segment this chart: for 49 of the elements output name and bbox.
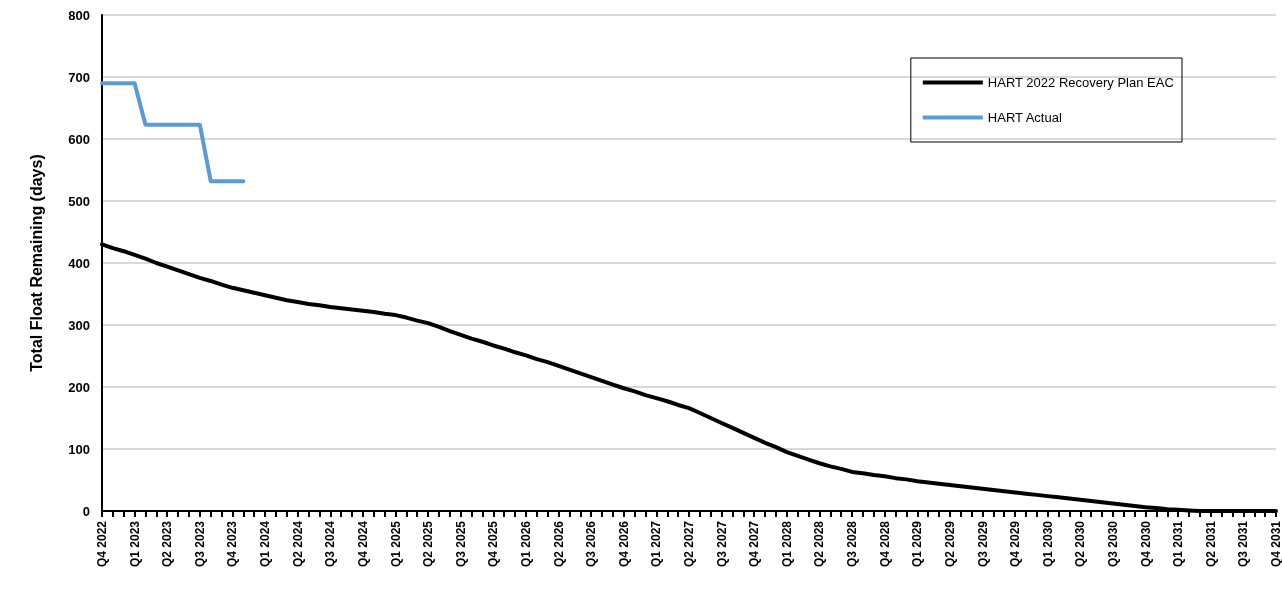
x-tick-label: Q3 2025 xyxy=(453,520,468,568)
x-tick-label: Q3 2028 xyxy=(845,520,860,568)
x-tick-label: Q4 2028 xyxy=(877,520,892,568)
x-tick-label: Q3 2029 xyxy=(975,520,990,568)
y-tick-label: 200 xyxy=(68,379,90,395)
x-tick-label: Q2 2024 xyxy=(290,520,305,568)
y-tick-label: 400 xyxy=(68,255,90,271)
x-tick-label: Q4 2023 xyxy=(225,520,240,568)
y-tick-label: 100 xyxy=(68,441,90,457)
x-tick-label: Q1 2025 xyxy=(388,520,403,568)
x-tick-label: Q3 2031 xyxy=(1236,520,1251,568)
x-tick-label: Q4 2031 xyxy=(1269,520,1282,568)
x-tick-label: Q3 2027 xyxy=(714,520,729,568)
x-tick-label: Q1 2027 xyxy=(649,520,664,568)
x-tick-label: Q1 2031 xyxy=(1171,520,1186,568)
x-tick-label: Q2 2026 xyxy=(551,520,566,568)
x-tick-label: Q2 2030 xyxy=(1073,520,1088,568)
x-tick-label: Q4 2029 xyxy=(1008,520,1023,568)
x-tick-label: Q4 2026 xyxy=(616,520,631,568)
x-tick-label: Q4 2022 xyxy=(95,520,109,568)
x-tick-label: Q2 2023 xyxy=(160,520,175,568)
x-tick-label: Q4 2030 xyxy=(1138,520,1153,568)
x-tick-label: Q1 2023 xyxy=(127,520,142,568)
legend-label: HART Actual xyxy=(987,110,1062,125)
x-tick-label: Q2 2025 xyxy=(421,520,436,568)
x-tick-label: Q4 2027 xyxy=(747,520,762,568)
y-tick-label: 500 xyxy=(68,193,90,209)
x-tick-label: Q2 2028 xyxy=(812,520,827,568)
y-tick-label: 600 xyxy=(68,131,90,147)
x-tick-label: Q1 2029 xyxy=(910,520,925,568)
x-tick-label: Q1 2028 xyxy=(779,520,794,568)
y-axis-title: Total Float Remaining (days) xyxy=(27,154,45,372)
x-tick-label: Q3 2026 xyxy=(584,520,599,568)
y-tick-label: 800 xyxy=(68,7,90,23)
legend-label: HART 2022 Recovery Plan EAC xyxy=(987,75,1174,90)
x-tick-label: Q4 2024 xyxy=(355,520,370,568)
x-tick-label: Q1 2026 xyxy=(518,520,533,568)
x-tick-label: Q3 2023 xyxy=(192,520,207,568)
x-tick-label: Q2 2027 xyxy=(682,520,696,568)
y-tick-label: 300 xyxy=(68,317,90,333)
y-tick-label: 0 xyxy=(82,503,90,519)
x-tick-label: Q2 2031 xyxy=(1203,520,1218,568)
x-tick-label: Q1 2030 xyxy=(1040,520,1055,568)
x-tick-label: Q3 2030 xyxy=(1105,520,1120,568)
x-tick-label: Q3 2024 xyxy=(323,520,338,568)
y-tick-label: 700 xyxy=(68,69,90,85)
x-tick-label: Q1 2024 xyxy=(258,520,273,568)
x-tick-label: Q4 2025 xyxy=(486,520,501,568)
x-tick-label: Q2 2029 xyxy=(942,520,957,568)
